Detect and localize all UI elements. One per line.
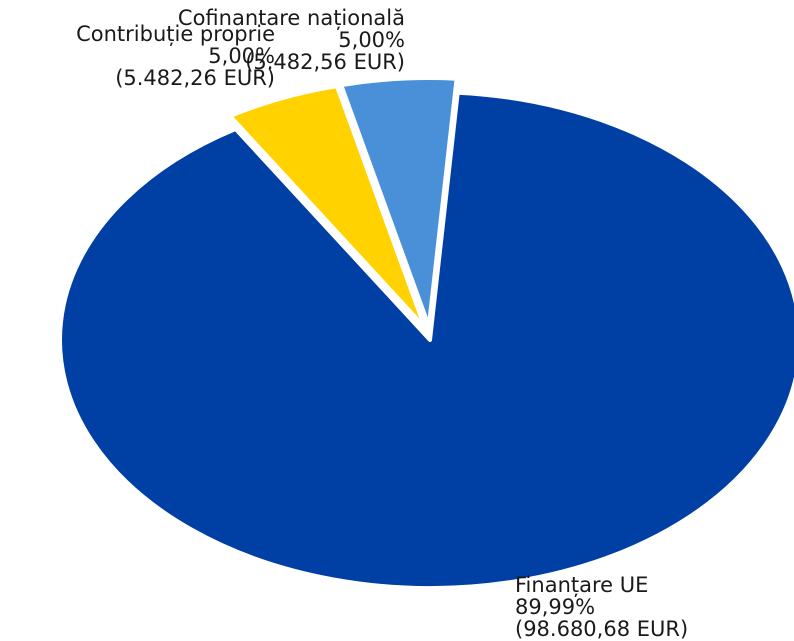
slice-cofinantare-nationala	[339, 76, 459, 329]
slice-percent-finantare-ue: 89,99%	[515, 595, 595, 619]
slice-percent-cofinantare-nationala: 5,00%	[338, 28, 405, 52]
pie-slices	[58, 76, 794, 590]
slice-amount-finantare-ue: (98.680,68 EUR)	[515, 617, 688, 641]
slice-contributie-proprie	[228, 84, 427, 330]
slice-label-cofinantare-nationala: Cofinantare națională	[178, 6, 405, 30]
slice-label-finantare-ue: Finanțare UE	[515, 573, 648, 597]
slice-amount-contributie-proprie: (5.482,26 EUR)	[115, 66, 275, 90]
slice-label-contributie-proprie: Contribuție proprie	[76, 22, 275, 46]
slice-percent-contributie-proprie: 5,00%	[208, 44, 275, 68]
slice-amount-cofinantare-nationala: (5.482,56 EUR)	[245, 50, 405, 74]
slice-finantare-ue	[58, 90, 794, 590]
